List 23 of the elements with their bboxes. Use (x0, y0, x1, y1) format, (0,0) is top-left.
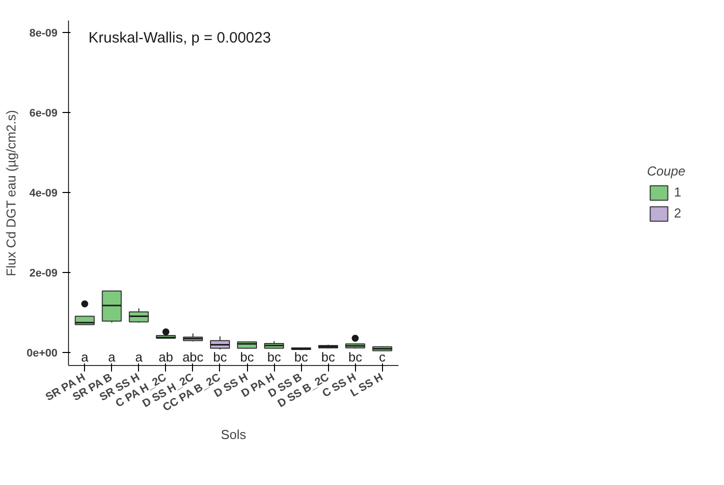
annotation: abc (182, 350, 204, 364)
y-tick-label: 4e-09 (29, 188, 58, 200)
annotation: bc (240, 350, 254, 364)
y-tick-label: 8e-09 (29, 28, 58, 40)
legend-label: 2 (674, 206, 682, 220)
annotation: bc (348, 350, 363, 364)
annotation: bc (321, 350, 336, 364)
annotation: Kruskal-Wallis, p = 0.00023 (88, 29, 271, 46)
legend-title: Coupe (647, 163, 686, 178)
annotation: ab (158, 350, 174, 364)
legend-label: 1 (674, 184, 682, 200)
y-tick-label: 2e-09 (29, 268, 58, 280)
annotation: bc (213, 350, 228, 364)
annotation: bc (294, 350, 308, 364)
annotation: bc (267, 350, 282, 364)
annotation: a (108, 350, 116, 364)
x-axis-title: Sols (220, 427, 247, 442)
annotation: a (81, 350, 90, 364)
y-axis-title: Flux Cd DGT eau (µg/cm2.s) (4, 110, 19, 276)
annotation: c (379, 350, 386, 364)
y-tick-label: 0e+00 (26, 348, 58, 360)
y-tick-label: 6e-09 (29, 108, 58, 120)
annotation: a (135, 350, 144, 364)
